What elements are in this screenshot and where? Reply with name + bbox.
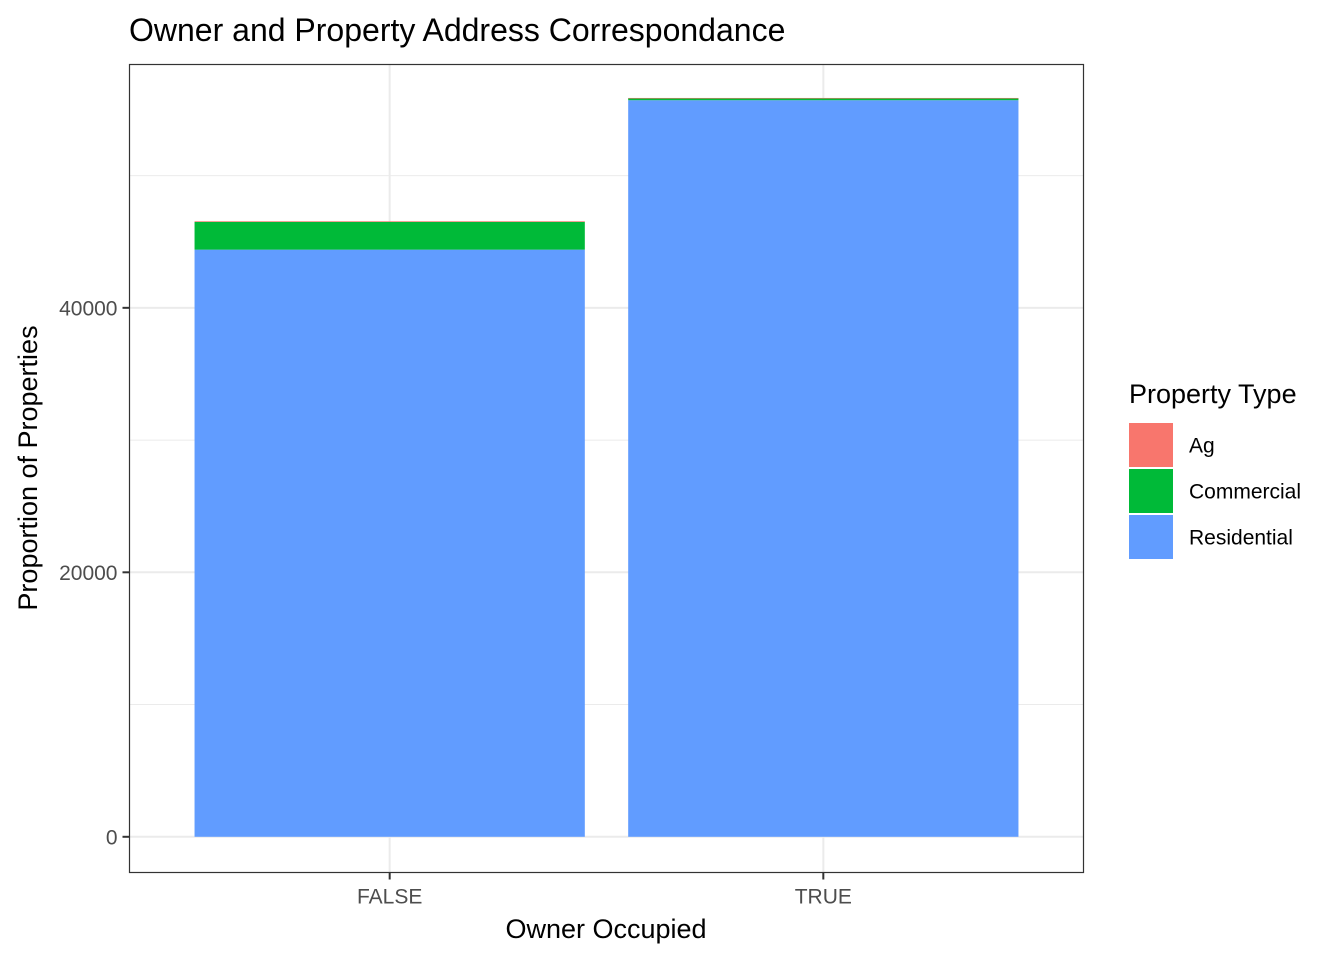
legend-keys: Ag Commercial Residential [1129, 423, 1301, 559]
bar-false-ag [194, 221, 585, 222]
x-tick-label: TRUE [795, 886, 852, 909]
legend-label-ag: Ag [1189, 435, 1215, 458]
y-axis: 0 20000 40000 [59, 297, 130, 849]
x-tick-label: FALSE [357, 886, 422, 909]
bar-true-commercial [628, 98, 1019, 101]
legend: Property Type Ag Commercial Residential [1129, 379, 1301, 559]
legend-key-ag [1129, 423, 1173, 467]
bar-true-ag [628, 97, 1019, 99]
y-axis-title: Proportion of Properties [13, 325, 43, 610]
legend-label-residential: Residential [1189, 527, 1293, 550]
legend-title: Property Type [1129, 379, 1297, 409]
bar-false-residential [194, 249, 585, 837]
bars [194, 97, 1019, 837]
x-axis-title: Owner Occupied [505, 914, 706, 944]
legend-key-residential [1129, 515, 1173, 559]
bar-true-residential [628, 100, 1019, 837]
bar-false-commercial [194, 221, 585, 250]
chart-title: Owner and Property Address Correspondanc… [129, 12, 785, 48]
legend-key-commercial [1129, 469, 1173, 513]
y-tick-label: 20000 [59, 562, 117, 585]
legend-label-commercial: Commercial [1189, 481, 1301, 504]
y-tick-label: 0 [106, 826, 118, 849]
x-axis: FALSE TRUE [357, 872, 852, 909]
plot-panel-border [128, 63, 1085, 874]
y-tick-label: 40000 [59, 297, 117, 320]
